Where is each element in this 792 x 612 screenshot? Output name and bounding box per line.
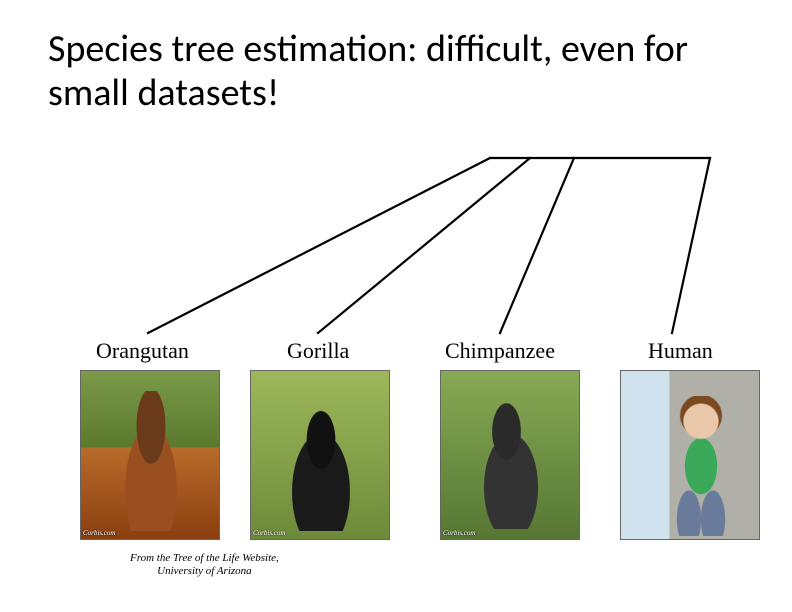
label-gorilla: Gorilla [287,338,349,364]
chimp-shape [466,399,556,529]
corbis-caption: Corbis.com [253,529,285,537]
corbis-caption: Corbis.com [443,529,475,537]
image-human [620,370,760,540]
human-shape [661,396,741,536]
image-orangutan: Corbis.com [80,370,220,540]
label-chimpanzee: Chimpanzee [445,338,555,364]
label-human: Human [648,338,713,364]
credit-line-2: University of Arizona [130,565,279,578]
image-gorilla: Corbis.com [250,370,390,540]
label-orangutan: Orangutan [96,338,189,364]
gorilla-shape [276,401,366,531]
image-chimpanzee: Corbis.com [440,370,580,540]
orangutan-shape [111,391,191,531]
credit-line-1: From the Tree of the Life Website, [130,552,279,565]
corbis-caption: Corbis.com [83,529,115,537]
slide: Species tree estimation: difficult, even… [0,0,792,612]
image-credit: From the Tree of the Life Website, Unive… [130,552,279,577]
